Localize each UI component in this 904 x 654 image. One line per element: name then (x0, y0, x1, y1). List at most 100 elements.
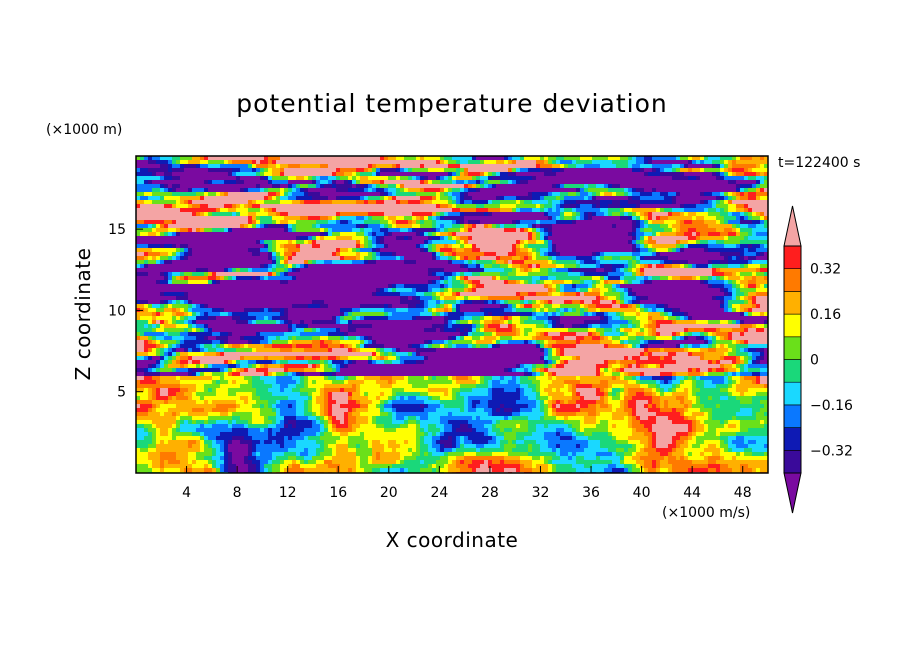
field-cell (528, 448, 533, 453)
field-cell (452, 412, 489, 417)
field-cell (320, 184, 325, 189)
field-cell (468, 344, 473, 349)
field-cell (552, 268, 557, 273)
field-cell (400, 396, 405, 401)
field-cell (512, 412, 521, 417)
field-cell (156, 392, 161, 397)
field-cell (620, 184, 737, 189)
field-cell (448, 468, 461, 473)
field-cell (372, 228, 381, 233)
field-cell (424, 248, 429, 253)
field-cell (452, 304, 457, 309)
field-cell (488, 464, 521, 469)
field-cell (576, 200, 601, 205)
field-cell (724, 352, 729, 357)
field-cell (200, 360, 225, 365)
field-cell (220, 208, 229, 213)
field-cell (556, 428, 565, 433)
field-cell (272, 316, 281, 321)
field-cell (168, 352, 173, 357)
field-cell (740, 380, 753, 385)
field-cell (480, 344, 489, 349)
field-cell (280, 272, 285, 277)
field-cell (204, 468, 213, 473)
field-cell (420, 416, 429, 421)
field-cell (728, 332, 733, 337)
field-cell (456, 456, 465, 461)
field-cell (548, 332, 561, 337)
field-cell (304, 400, 309, 405)
field-cell (372, 164, 377, 169)
field-cell (688, 264, 693, 269)
field-cell (764, 156, 768, 161)
field-cell (636, 324, 641, 329)
field-cell (312, 392, 321, 397)
field-cell (492, 224, 497, 229)
field-cell (196, 364, 201, 369)
field-cell (476, 452, 493, 457)
field-cell (560, 308, 565, 313)
field-cell (220, 164, 249, 169)
field-cell (228, 372, 233, 377)
field-cell (144, 424, 153, 429)
field-cell (732, 172, 737, 177)
field-cell (208, 364, 213, 369)
field-cell (136, 284, 389, 289)
field-cell (416, 244, 421, 249)
field-cell (620, 404, 625, 409)
field-cell (356, 360, 369, 365)
field-cell (708, 464, 721, 469)
field-cell (384, 348, 393, 353)
field-cell (728, 300, 745, 305)
field-cell (492, 408, 497, 413)
field-cell (680, 308, 725, 313)
field-cell (364, 260, 369, 265)
field-cell (692, 384, 697, 389)
field-cell (648, 224, 661, 229)
field-cell (736, 184, 741, 189)
field-cell (252, 168, 257, 173)
field-cell (580, 260, 585, 265)
field-cell (368, 344, 385, 349)
field-cell (700, 176, 717, 181)
field-cell (168, 228, 177, 233)
field-cell (152, 424, 157, 429)
field-cell (684, 232, 693, 237)
field-cell (456, 308, 461, 313)
field-cell (680, 400, 685, 405)
field-cell (164, 172, 173, 177)
field-cell (208, 180, 213, 185)
field-cell (748, 296, 753, 301)
field-cell (752, 356, 757, 361)
field-cell (220, 312, 229, 317)
field-cell (704, 452, 713, 457)
field-cell (244, 308, 261, 313)
field-cell (556, 220, 573, 225)
field-cell (624, 328, 633, 333)
field-cell (444, 168, 457, 173)
field-cell (136, 436, 145, 441)
field-cell (352, 348, 357, 353)
field-cell (164, 352, 169, 357)
field-cell (296, 268, 301, 273)
field-cell (428, 424, 437, 429)
field-cell (580, 280, 585, 285)
field-cell (168, 252, 173, 257)
field-cell (484, 160, 497, 165)
field-cell (516, 324, 537, 329)
field-cell (336, 448, 349, 453)
field-cell (732, 364, 737, 369)
field-cell (220, 448, 225, 453)
field-cell (388, 400, 393, 405)
field-cell (508, 316, 513, 321)
field-cell (292, 276, 297, 281)
field-cell (520, 208, 533, 213)
field-cell (384, 192, 389, 197)
field-cell (296, 324, 309, 329)
field-cell (612, 436, 617, 441)
field-cell (228, 172, 233, 177)
field-cell (496, 328, 513, 333)
field-cell (600, 412, 613, 417)
field-cell (636, 216, 641, 221)
field-cell (652, 444, 657, 449)
